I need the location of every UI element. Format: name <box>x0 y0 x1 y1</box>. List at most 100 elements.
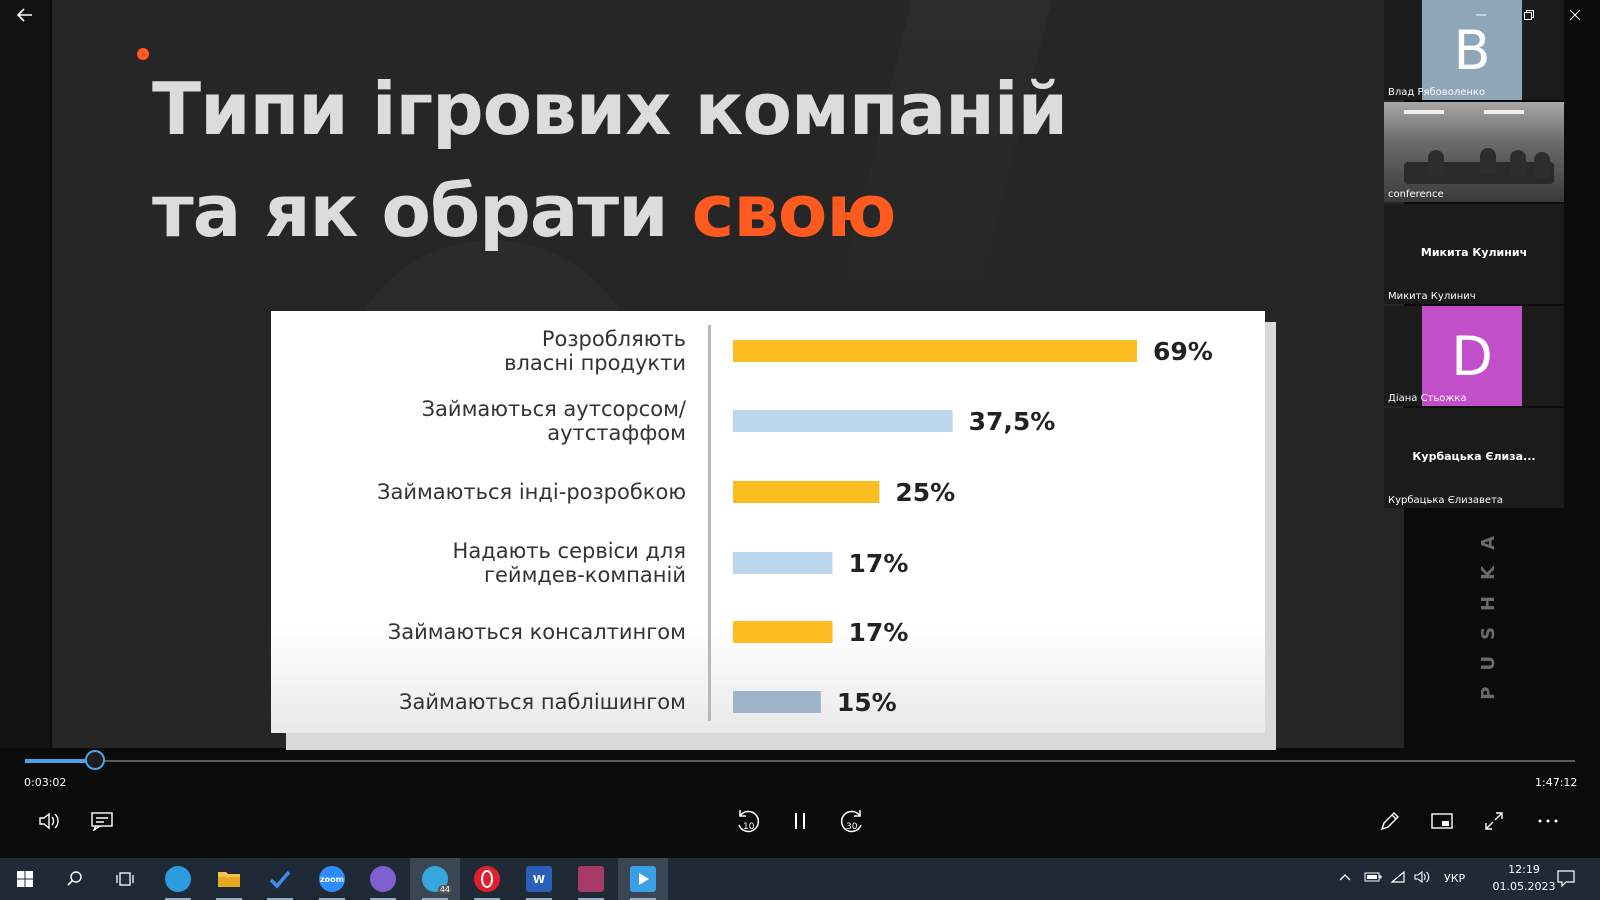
participant-name: Курбацька Єлизавета <box>1388 495 1504 506</box>
battery-icon[interactable] <box>1364 871 1382 886</box>
more-button[interactable] <box>1530 806 1566 836</box>
back-button[interactable] <box>12 6 38 28</box>
category-label: Займаються паблішингом <box>399 690 686 714</box>
ceiling-light <box>1484 110 1524 114</box>
category-label-line: Надають сервіси для <box>453 539 686 563</box>
video-area[interactable]: Типи ігрових компаній та як обрати свою … <box>0 0 1600 858</box>
forward-30-button[interactable]: 30 <box>834 806 870 836</box>
volume-icon <box>39 812 59 830</box>
avatar: D <box>1422 306 1522 406</box>
category-label: Займаються інді-розробкою <box>377 480 686 504</box>
wifi-icon[interactable] <box>1390 870 1406 887</box>
minimize-button[interactable] <box>1458 4 1504 30</box>
language-indicator[interactable]: УКР <box>1444 872 1466 885</box>
participants-panel: B Влад Рябоволенко conference Микита Кул… <box>1384 0 1564 510</box>
slide-title-line1: Типи ігрових компаній <box>152 67 1068 151</box>
fullscreen-icon <box>1485 812 1503 830</box>
taskbar-app-edge[interactable] <box>153 858 203 900</box>
data-label: 69% <box>1153 337 1213 366</box>
category-label-line: аутстаффом <box>547 421 686 445</box>
taskbar-app-search[interactable] <box>50 858 100 900</box>
participant-tile[interactable]: Курбацька Єлиза... Курбацька Єлизавета <box>1384 408 1564 508</box>
draw-button[interactable] <box>1372 806 1408 836</box>
bar <box>733 410 953 432</box>
viber-icon <box>370 866 396 892</box>
subtitles-icon <box>91 812 113 831</box>
chart-svg: Розробляють власні продукти 69% Займаються … <box>377 327 1213 717</box>
running-indicator <box>422 898 448 900</box>
participant-tile[interactable]: Микита Кулинич Микита Кулинич <box>1384 204 1564 304</box>
participant-name: conference <box>1388 189 1444 200</box>
forward-label: 30 <box>846 822 858 832</box>
bar <box>733 481 880 503</box>
search-icon <box>62 866 88 892</box>
participant-display-name: Микита Кулинич <box>1420 246 1528 259</box>
conference-video <box>1384 102 1564 202</box>
category-label-line: Займаються інді-розробкою <box>377 480 686 504</box>
tray-chevron-icon[interactable] <box>1338 870 1352 887</box>
minimize-icon <box>1476 14 1486 16</box>
pause-icon <box>795 813 805 829</box>
running-indicator <box>578 898 604 900</box>
running-indicator <box>370 898 396 900</box>
restore-icon <box>1524 10 1534 20</box>
subtitles-button[interactable] <box>84 806 120 836</box>
notifications-icon[interactable] <box>1556 869 1576 890</box>
running-indicator <box>267 898 293 900</box>
taskbar-app-todo[interactable] <box>255 858 305 900</box>
taskbar-app-task-view[interactable] <box>100 858 150 900</box>
ceiling-light <box>1404 110 1444 114</box>
restore-button[interactable] <box>1506 4 1552 30</box>
participant-tile[interactable]: D Діана Стьожка <box>1384 306 1564 406</box>
taskbar-app-explorer[interactable] <box>204 858 254 900</box>
category-label-line: Розробляють <box>542 327 686 351</box>
data-label: 25% <box>895 478 955 507</box>
slide-accent-dot <box>137 48 149 60</box>
brand-watermark: PUSHKA <box>1478 520 1499 700</box>
participant-tile[interactable]: conference <box>1384 102 1564 202</box>
rewind-10-button[interactable]: 10 <box>730 806 766 836</box>
taskbar-app-word[interactable]: W <box>514 858 564 900</box>
seek-bar[interactable] <box>25 760 1575 762</box>
participant-name: Влад Рябоволенко <box>1388 87 1486 98</box>
word-icon: W <box>526 866 552 892</box>
clock-time: 12:19 <box>1508 863 1540 876</box>
close-icon <box>1569 9 1581 21</box>
chart-axis <box>708 325 711 721</box>
slide-title-line2-text: та як обрати <box>152 169 692 253</box>
pause-button[interactable] <box>782 806 818 836</box>
category-label: Розробляють власні продукти <box>504 327 686 375</box>
bar <box>733 552 833 574</box>
bar <box>733 340 1137 362</box>
seek-thumb[interactable] <box>85 750 106 770</box>
running-indicator <box>216 898 242 900</box>
category-label-line: Займаються паблішингом <box>399 690 686 714</box>
category-label: Надають сервіси для геймдев-компаній <box>453 539 686 587</box>
taskbar-app-viber[interactable] <box>358 858 408 900</box>
category-label: Займаються консалтингом <box>388 620 686 644</box>
slide-title: Типи ігрових компаній та як обрати свою <box>152 58 1068 262</box>
participant-tile[interactable]: B Влад Рябоволенко <box>1384 0 1564 100</box>
taskbar-app-telegram[interactable]: 44 <box>410 858 460 900</box>
fullscreen-button[interactable] <box>1476 806 1512 836</box>
speaker-icon[interactable] <box>1414 870 1430 887</box>
running-indicator <box>165 898 191 900</box>
category-label-line: Займаються консалтингом <box>388 620 686 644</box>
taskbar-app-start[interactable] <box>0 858 50 900</box>
volume-button[interactable] <box>32 806 68 836</box>
avatar: B <box>1422 0 1522 100</box>
left-edge <box>0 0 50 748</box>
close-button[interactable] <box>1552 4 1598 30</box>
taskbar-app-winrar[interactable] <box>566 858 616 900</box>
taskbar-app-opera[interactable] <box>462 858 512 900</box>
participant-display-name: Курбацька Єлиза... <box>1412 450 1536 463</box>
data-label: 17% <box>849 618 909 647</box>
taskbar-app-zoom[interactable]: zoom <box>307 858 357 900</box>
participant-name: Діана Стьожка <box>1388 393 1467 404</box>
clock[interactable]: 12:19 01.05.2023 <box>1492 863 1556 893</box>
taskbar-app-media-player[interactable] <box>618 858 668 900</box>
person <box>1480 148 1496 174</box>
miniplayer-button[interactable] <box>1424 806 1460 836</box>
windows-icon <box>12 866 38 892</box>
data-label: 17% <box>849 549 909 578</box>
